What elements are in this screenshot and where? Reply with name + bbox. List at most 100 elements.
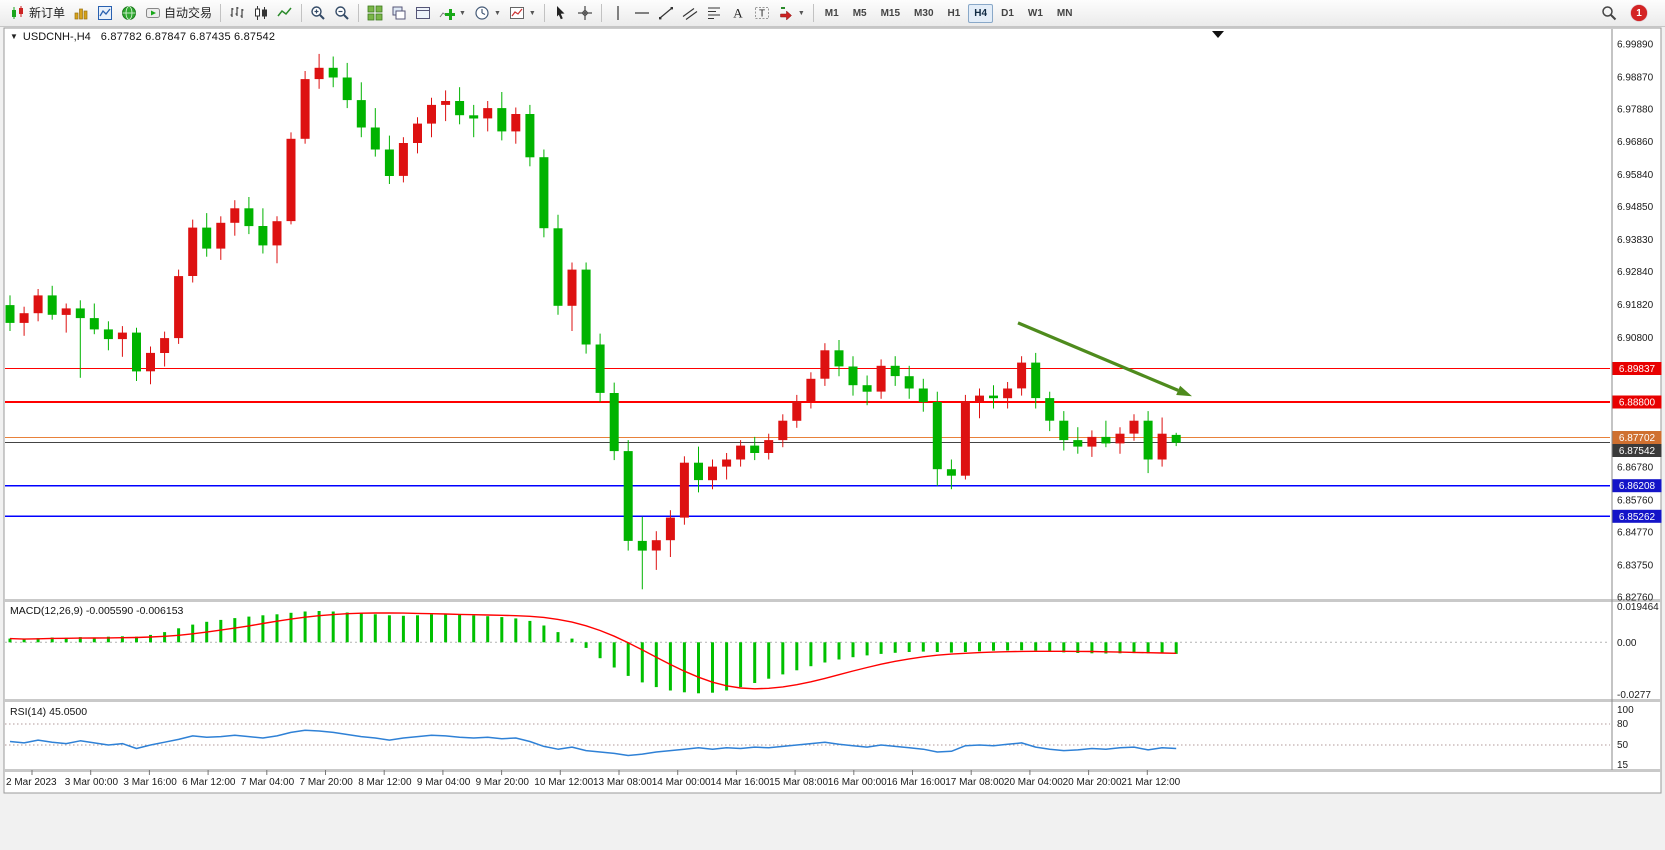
candle-body: [160, 338, 170, 353]
new-order-button-label: 新订单: [29, 6, 66, 20]
price-axis[interactable]: 6.99890 6.98870 6.97880 6.96860 6.95840 6.948…: [1617, 39, 1654, 603]
price-badge-label: 6.88800: [1619, 398, 1656, 409]
price-badge: [1612, 479, 1662, 493]
charts-gallery-button[interactable]: [69, 1, 93, 25]
oneclick-dropdown-icon[interactable]: ▼: [10, 32, 18, 41]
time-axis-label: 14 Mar 00:00: [652, 777, 711, 788]
notification-badge[interactable]: 1: [1631, 5, 1647, 21]
candle-body: [525, 114, 535, 158]
time-axis-label: 14 Mar 16:00: [710, 777, 769, 788]
arrange-windows-button[interactable]: [411, 1, 435, 25]
candle-body: [61, 308, 71, 315]
candle-body: [736, 445, 746, 460]
time-axis[interactable]: 2 Mar 2023 3 Mar 00:00 3 Mar 16:00 6 Mar 12…: [6, 770, 1181, 788]
channel-button[interactable]: [678, 1, 702, 25]
macd-histogram: [8, 611, 1178, 694]
macd-scale-zero: 0.00: [1617, 638, 1637, 649]
search-icon[interactable]: [1597, 1, 1621, 25]
bars-chart-button[interactable]: [225, 1, 249, 25]
candle-body: [1087, 436, 1097, 447]
macd-values: -0.005590 -0.006153: [85, 605, 184, 617]
candles-chart-button[interactable]: [249, 1, 273, 25]
horizontal-line-objects[interactable]: [5, 367, 1610, 518]
vertical-line-button[interactable]: [606, 1, 630, 25]
periods-button[interactable]: ▼: [470, 1, 505, 25]
community-button[interactable]: [117, 1, 141, 25]
autotrading-button[interactable]: 自动交易: [141, 1, 216, 25]
trend-arrow-object[interactable]: [1017, 321, 1192, 397]
toolbar-separator: [358, 4, 360, 22]
candle-body: [300, 79, 310, 139]
candle-body: [960, 401, 970, 476]
price-badge: [1612, 395, 1662, 409]
chevron-down-icon: ▼: [459, 9, 466, 17]
candle-body: [398, 143, 408, 176]
toolbar-separator: [600, 4, 602, 22]
price-badge-label: 6.85262: [1619, 512, 1656, 523]
candle-body: [792, 401, 802, 421]
timeframe-d1-button[interactable]: D1: [1001, 7, 1014, 19]
macd-signal-line: [9, 612, 1177, 690]
candle-body: [750, 445, 760, 453]
chart-ohlc-values: 6.87782 6.87847 6.87435 6.87542: [100, 31, 276, 43]
indicators-button[interactable]: ▼: [435, 1, 470, 25]
candle-body: [1101, 436, 1111, 444]
label-button[interactable]: T: [750, 1, 774, 25]
candle-body: [230, 208, 240, 223]
timeframe-m30-button[interactable]: M30: [914, 7, 934, 19]
line-chart-button[interactable]: [273, 1, 297, 25]
candle-body: [876, 365, 886, 392]
templates-button[interactable]: ▼: [505, 1, 540, 25]
zoom-in-button[interactable]: [306, 1, 330, 25]
macd-name: MACD(12,26,9): [10, 605, 83, 617]
new-order-button[interactable]: 新订单: [6, 1, 69, 25]
arrows-button[interactable]: ▼: [774, 1, 809, 25]
time-axis-label: 6 Mar 12:00: [182, 777, 236, 788]
candle-body: [553, 228, 563, 306]
chart-shift-marker[interactable]: [1212, 31, 1224, 38]
timeframe-m1-button[interactable]: M1: [824, 7, 839, 19]
price-axis-label: 6.82760: [1617, 593, 1654, 604]
candle-body: [820, 350, 830, 379]
cascade-windows-button[interactable]: [387, 1, 411, 25]
panel-separator[interactable]: [4, 769, 1661, 772]
candle-body: [595, 344, 605, 393]
cursor-button[interactable]: [549, 1, 573, 25]
timeframe-mn-button[interactable]: MN: [1056, 7, 1073, 19]
timeframe-group: M1 M5 M15 M30 H1 H4 D1 W1 MN: [818, 3, 1080, 23]
panel-separator[interactable]: [4, 599, 1661, 602]
timeframe-w1-button[interactable]: W1: [1027, 7, 1043, 19]
trendline-button[interactable]: [654, 1, 678, 25]
crosshair-button[interactable]: [573, 1, 597, 25]
timeframe-m5-button[interactable]: M5: [852, 7, 867, 19]
candle-body: [1003, 388, 1013, 399]
candle-body: [1045, 398, 1055, 421]
time-axis-label: 21 Mar 12:00: [1121, 777, 1180, 788]
time-axis-label: 10 Mar 12:00: [534, 777, 593, 788]
fibonacci-button[interactable]: [702, 1, 726, 25]
chart-title: USDCNH-,H4: [22, 31, 91, 43]
zoom-out-button[interactable]: [330, 1, 354, 25]
candle-body: [258, 226, 268, 246]
timeframe-h1-button[interactable]: H1: [947, 7, 961, 19]
timeframe-m15-button[interactable]: M15: [880, 7, 901, 19]
time-axis-label: 17 Mar 08:00: [945, 777, 1004, 788]
candle-body: [174, 276, 184, 339]
rsi-axis[interactable]: 100 80 50 15: [1617, 705, 1634, 771]
market-watch-button[interactable]: [93, 1, 117, 25]
panel-separator[interactable]: [4, 699, 1661, 702]
horizontal-line-button[interactable]: [630, 1, 654, 25]
price-badge: [1612, 509, 1662, 523]
tile-windows-button[interactable]: [363, 1, 387, 25]
price-badge-label: 6.89837: [1619, 364, 1656, 375]
candle-body: [623, 451, 633, 541]
timeframe-h4-button[interactable]: H4: [968, 3, 994, 23]
macd-indicator-label: MACD(12,26,9) -0.005590 -0.006153: [10, 605, 183, 617]
candle-body: [1073, 440, 1083, 447]
macd-axis[interactable]: 0.019464 0.00 -0.0277: [1617, 602, 1659, 701]
toolbar-separator: [220, 4, 222, 22]
rsi-line: [9, 729, 1177, 757]
text-button[interactable]: A: [726, 1, 750, 25]
